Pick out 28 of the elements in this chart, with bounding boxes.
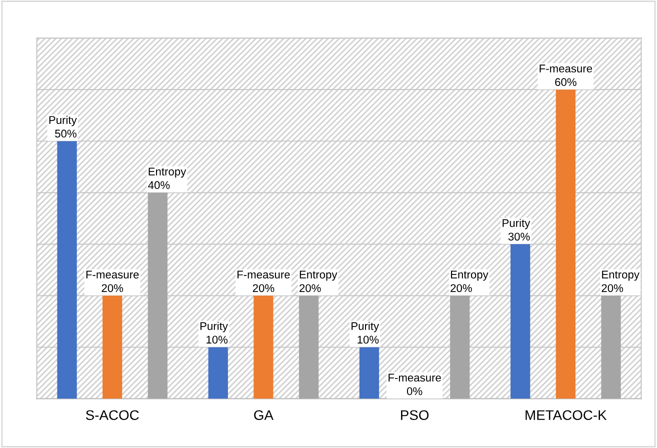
x-tick-label: S-ACOC <box>86 410 139 420</box>
data-label: 20% <box>450 284 472 292</box>
series-label: Entropy <box>148 168 186 178</box>
series-label: Purity <box>200 322 228 332</box>
data-label: 20% <box>300 284 321 292</box>
data-label: 10% <box>206 336 228 344</box>
text: Purity <box>502 218 530 230</box>
text: Purity <box>49 116 77 126</box>
data-label: 20% <box>602 284 624 292</box>
text: Entropy <box>450 270 488 281</box>
data-label: 60% <box>555 78 576 86</box>
series-label: F-measure <box>540 64 592 72</box>
text: Entropy <box>300 270 338 281</box>
data-label: 40% <box>148 181 170 190</box>
data-label: 20% <box>252 284 274 292</box>
text: F-measure <box>388 374 441 382</box>
x-tick-label: GA <box>254 410 274 420</box>
data-label: 30% <box>508 232 530 241</box>
text: F-measure <box>238 270 290 279</box>
text: Purity <box>352 322 380 332</box>
x-tick-label: PSO <box>401 410 429 420</box>
text: Entropy <box>602 270 640 281</box>
data-label: 0% <box>406 387 422 396</box>
x-tick-label: METACOC-K <box>526 410 607 420</box>
data-label: 20% <box>102 284 124 292</box>
text: F-measure <box>86 270 139 279</box>
data-label: 50% <box>55 130 76 138</box>
data-label: 10% <box>358 336 379 344</box>
